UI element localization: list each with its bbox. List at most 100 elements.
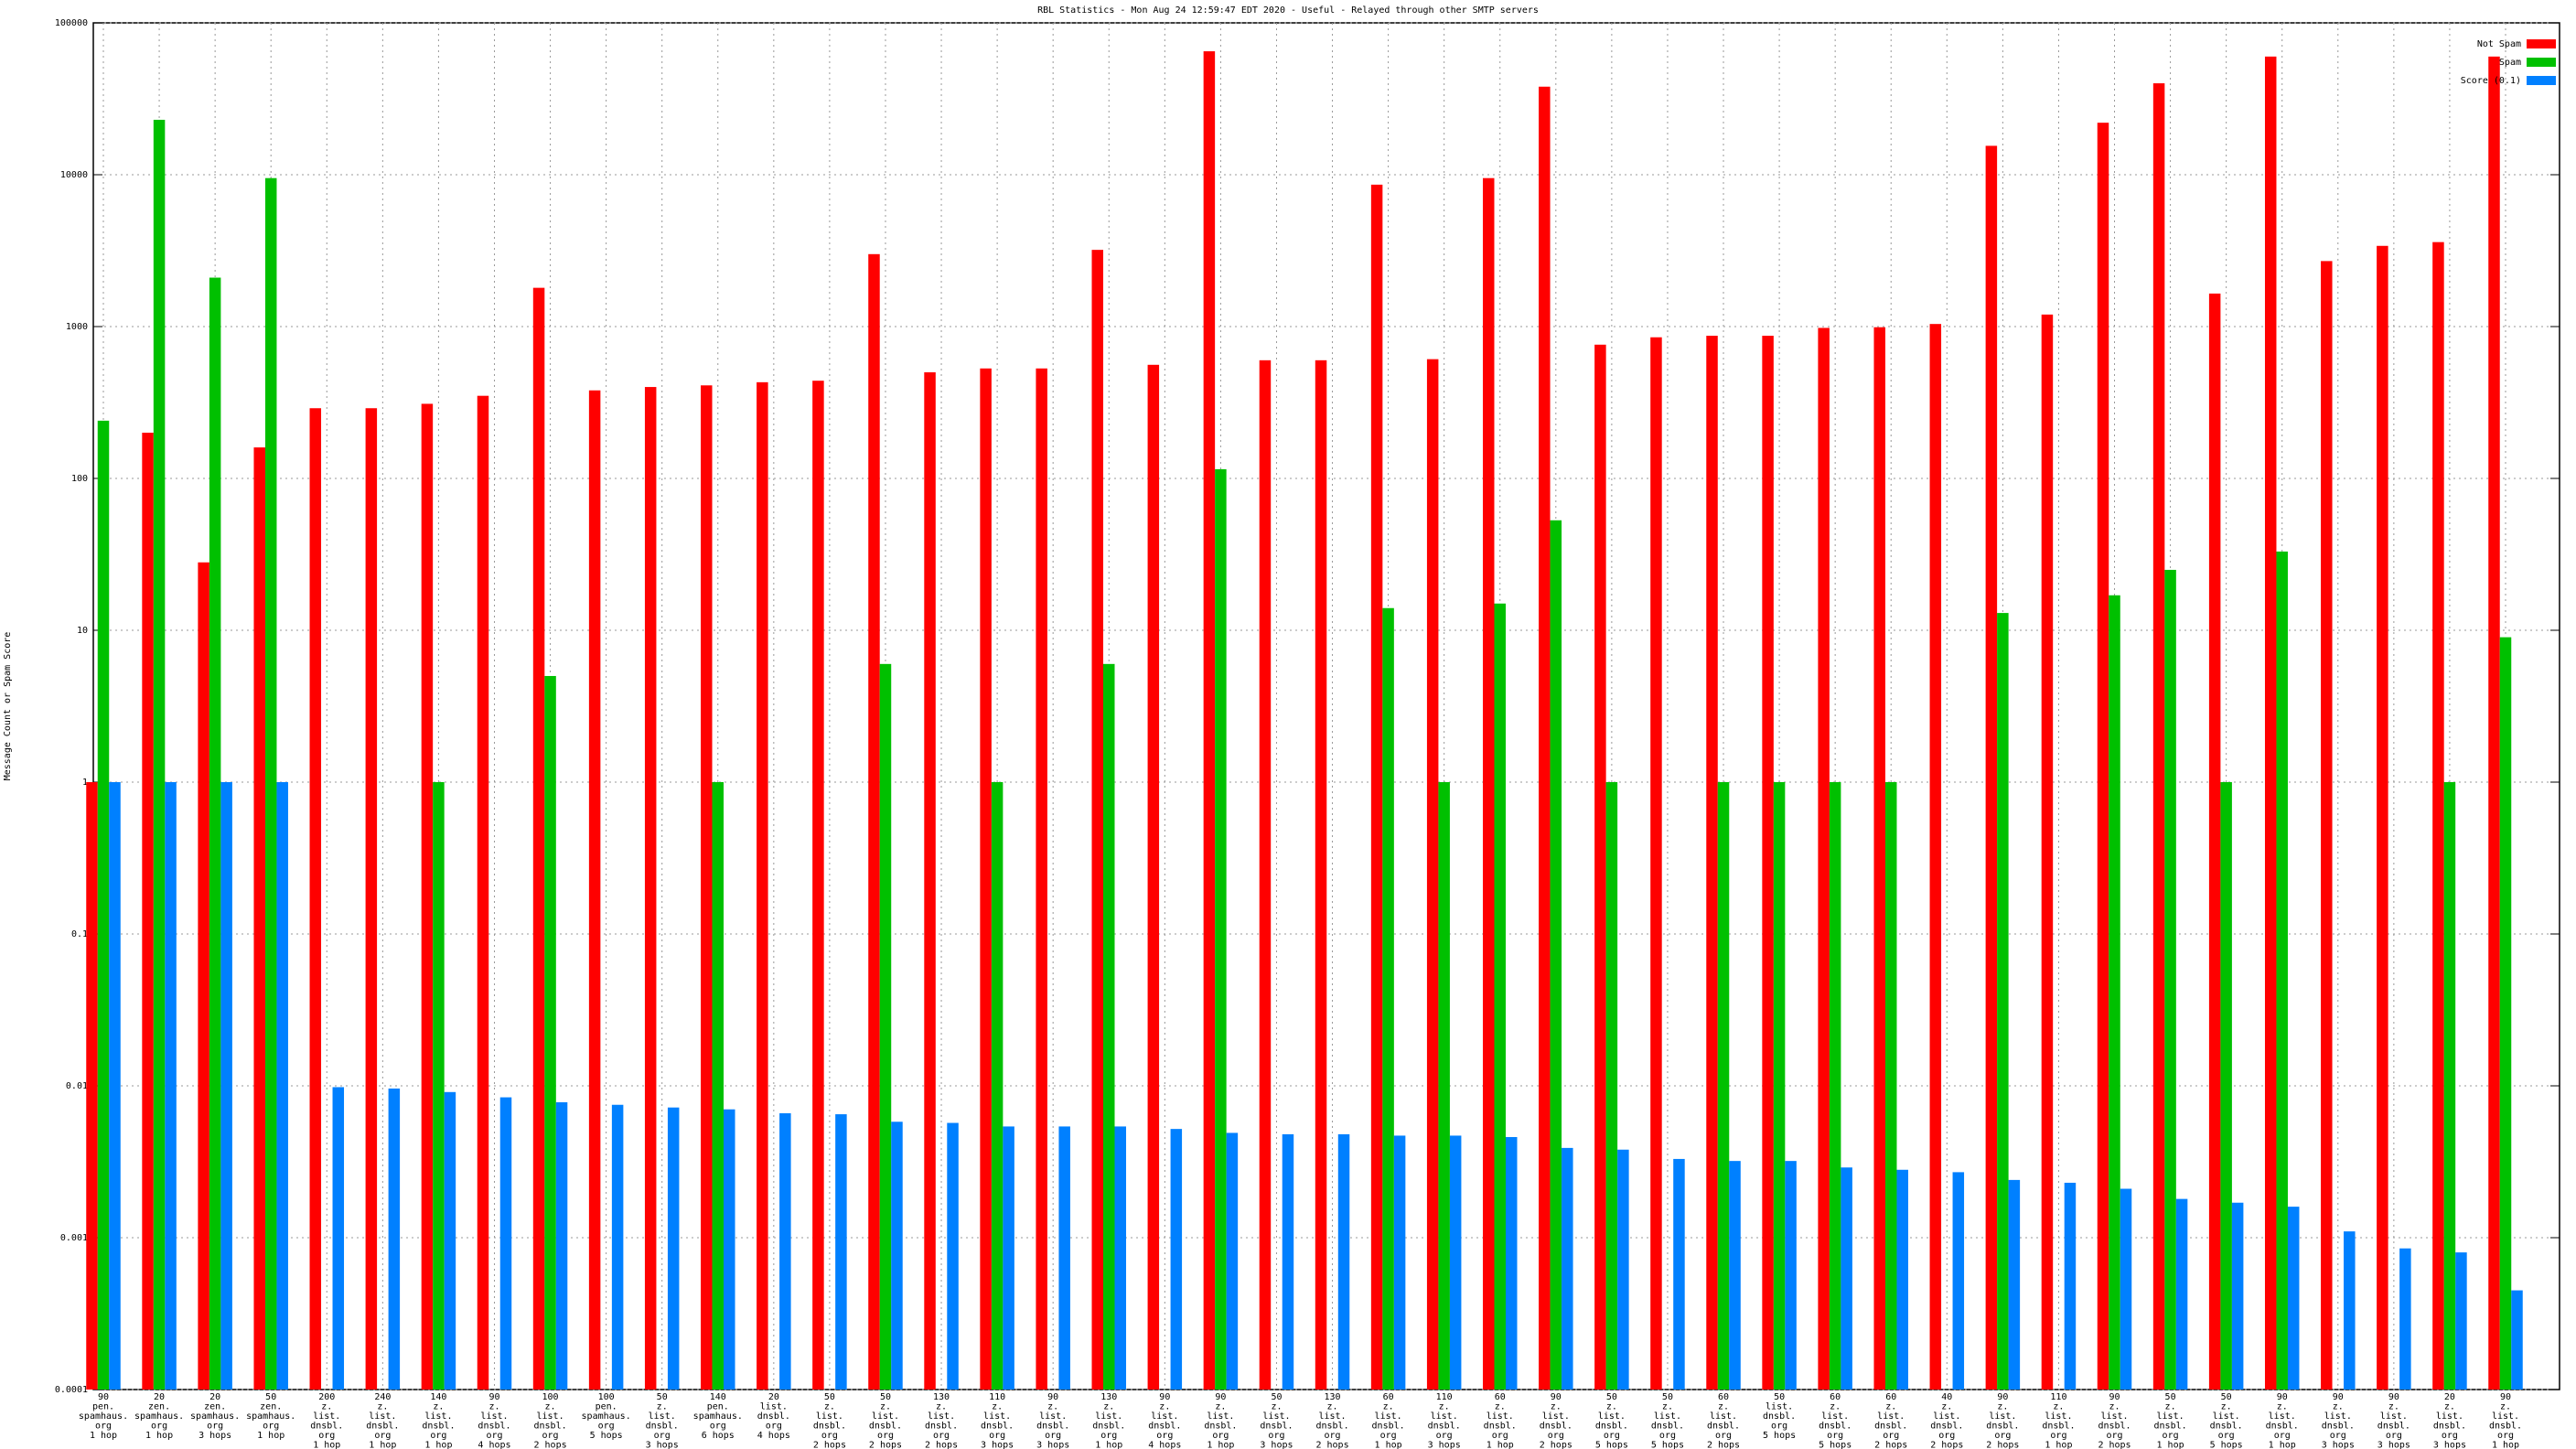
x-tick-label: z. [2053,1402,2064,1412]
x-tick-label: list. [2492,1411,2519,1422]
x-tick-label: org [766,1422,782,1432]
x-tick-label: pen. [596,1402,617,1412]
x-tick-label: 50 [657,1392,668,1402]
x-tick-label: z. [1159,1402,1170,1412]
x-tick-label: list. [1766,1402,1793,1412]
x-tick-label: org [1604,1431,1620,1441]
x-tick-label: dnsbl. [925,1422,958,1432]
x-tick-label: list. [1598,1411,1626,1422]
y-tick-label: 100000 [55,18,88,28]
x-tick-label: 100 [542,1392,559,1402]
bar [2109,595,2120,1390]
x-tick-label: 90 [488,1392,499,1402]
x-tick-label: list. [1095,1411,1122,1422]
legend-swatch [2527,58,2556,67]
x-tick-label: list. [1710,1411,1737,1422]
x-tick-label: list. [1375,1411,1402,1422]
x-tick-label: dnsbl. [1707,1422,1740,1432]
x-tick-label: z. [1103,1402,1114,1412]
x-tick-label: 2 hops [1986,1441,2019,1449]
x-tick-label: 60 [1383,1392,1394,1402]
x-tick-label: list. [1318,1411,1346,1422]
x-tick-label: 40 [1941,1392,1952,1402]
bar [421,403,434,1390]
bar [1841,1167,1852,1390]
bar [2321,261,2333,1390]
x-tick-label: 2 hops [813,1441,846,1449]
x-tick-label: org [207,1422,223,1432]
x-tick-label: 3 hops [1260,1441,1293,1449]
x-tick-label: org [1492,1431,1508,1441]
bar [1896,1169,1908,1390]
x-tick-label: 1 hop [313,1441,340,1449]
bar [1650,337,1662,1390]
legend-label: Spam [2499,58,2521,68]
bar [879,663,892,1390]
x-tick-label: org [486,1431,502,1441]
x-tick-label: 50 [2165,1392,2176,1402]
x-tick-label: list. [2100,1411,2128,1422]
x-tick-label: z. [1271,1402,1282,1412]
bar [2399,1248,2411,1390]
x-tick-label: org [1156,1431,1173,1441]
bar [220,782,232,1390]
bar [264,177,277,1390]
x-tick-label: list. [983,1411,1011,1422]
y-tick-label: 0.1 [71,929,88,939]
x-tick-label: 90 [2388,1392,2399,1402]
x-tick-label: 90 [2333,1392,2344,1402]
x-tick-label: spamhaus. [134,1411,184,1422]
x-tick-label: org [1436,1431,1453,1441]
bar [779,1112,791,1390]
x-tick-label: zen. [148,1402,170,1412]
bar [644,387,657,1390]
x-tick-label: 4 hops [478,1441,510,1449]
x-tick-label: 20 [209,1392,220,1402]
x-tick-label: 90 [2500,1392,2511,1402]
bar [2511,1290,2523,1390]
bar [1762,336,1774,1390]
x-tick-label: org [430,1431,446,1441]
bar [891,1122,903,1390]
x-tick-label: org [2497,1431,2514,1441]
x-tick-label: 5 hops [2210,1441,2243,1449]
bar [2443,782,2456,1390]
x-tick-label: 140 [710,1392,726,1402]
x-tick-label: dnsbl. [2042,1422,2075,1432]
x-tick-label: list. [928,1411,955,1422]
x-tick-label: org [877,1431,894,1441]
bar [2488,56,2500,1390]
x-tick-label: list. [760,1402,788,1412]
x-tick-label: list. [1877,1411,1905,1422]
x-tick-label: list. [424,1411,452,1422]
x-tick-label: 20 [154,1392,165,1402]
x-tick-label: 90 [1215,1392,1226,1402]
x-tick-label: z. [1718,1402,1729,1412]
bar [991,782,1004,1390]
legend-swatch [2527,76,2556,85]
x-tick-label: org [2106,1431,2122,1441]
x-tick-label: org [263,1422,279,1432]
bar [2164,569,2176,1390]
bar [2264,56,2277,1390]
x-tick-label: 2 hops [2098,1441,2131,1449]
bar [1282,1133,1294,1390]
bar [1952,1172,1965,1390]
x-tick-label: dnsbl. [1092,1422,1125,1432]
x-tick-label: list. [369,1411,396,1422]
x-tick-label: list. [2380,1411,2408,1422]
x-tick-label: dnsbl. [2098,1422,2131,1432]
x-tick-label: list. [1262,1411,1290,1422]
bar [1818,327,1830,1390]
x-tick-label: org [1380,1431,1397,1441]
bar [153,119,166,1390]
bar [1170,1129,1183,1390]
x-tick-label: pen. [707,1402,729,1412]
x-tick-label: 3 hops [199,1431,231,1441]
x-tick-label: z. [377,1402,388,1412]
bar [86,782,98,1390]
x-tick-label: dnsbl. [310,1422,343,1432]
bar [868,253,880,1390]
x-tick-label: org [2330,1431,2346,1441]
